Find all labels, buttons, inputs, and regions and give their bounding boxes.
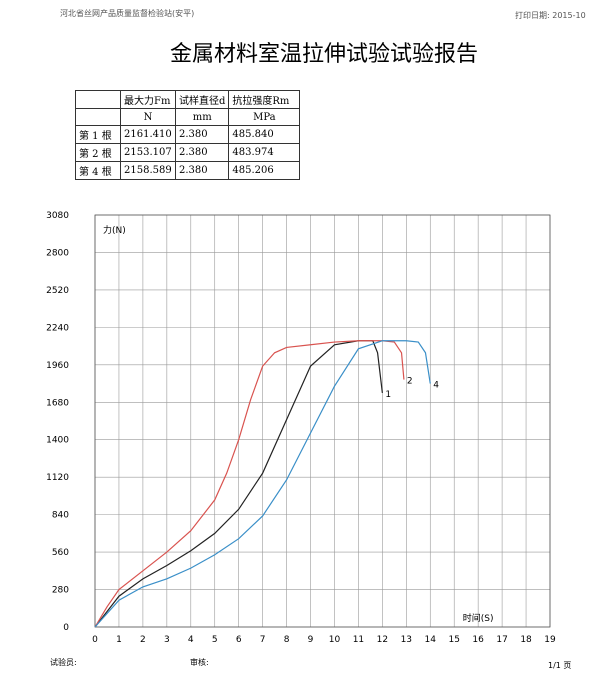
x-tick-label: 16: [472, 635, 484, 645]
y-tick-label: 1120: [46, 473, 69, 483]
title: 金属材料室温拉伸试验试验报告: [170, 42, 479, 67]
table-row: 第 4 根 2158.589 2.380 485.206: [75, 161, 301, 180]
x-tick-label: 2: [140, 635, 146, 645]
table-cell: 第 4 根: [75, 161, 121, 180]
x-tick-label: 19: [544, 635, 556, 645]
x-tick-label: 14: [425, 635, 437, 645]
y-axis-label: 力(N): [103, 224, 126, 236]
y-tick-label: 3080: [46, 211, 69, 221]
page-number: 1/1 页: [548, 661, 572, 670]
x-tick-label: 13: [401, 635, 412, 645]
x-tick-label: 4: [188, 635, 194, 645]
y-tick-label: 280: [52, 586, 69, 596]
x-tick-label: 17: [496, 635, 507, 645]
y-tick-label: 1680: [46, 398, 69, 408]
series-line: [94, 340, 405, 628]
x-tick-label: 0: [92, 635, 98, 645]
x-tick-label: 1: [116, 635, 122, 645]
y-tick-label: 2520: [46, 286, 69, 296]
table-cell: 485.840: [228, 125, 301, 144]
plot-frame: [94, 214, 551, 628]
y-tick-label: 840: [52, 511, 69, 521]
y-tick-label: 2240: [46, 323, 69, 333]
x-tick-label: 15: [448, 635, 459, 645]
x-tick-label: 10: [329, 635, 341, 645]
tester: 试验员:: [50, 658, 77, 667]
series-line: [94, 340, 431, 628]
table-cell: 2.380: [174, 161, 230, 180]
x-tick-label: 12: [377, 635, 388, 645]
x-tick-label: 18: [520, 635, 532, 645]
y-tick-label: 560: [52, 548, 69, 558]
series-label: 2: [407, 377, 413, 387]
y-tick-label: 2800: [46, 248, 69, 258]
org: 河北省丝网产品质量监督检验站(安平): [60, 9, 195, 18]
x-tick-label: 5: [212, 635, 218, 645]
table-cell: 485.206: [228, 161, 301, 180]
x-tick-label: 6: [236, 635, 242, 645]
x-tick-label: 8: [284, 635, 290, 645]
x-tick-label: 7: [260, 635, 266, 645]
y-tick-label: 1400: [46, 436, 69, 446]
x-tick-label: 11: [353, 635, 364, 645]
reviewer: 审核:: [190, 658, 209, 667]
series-label: 4: [433, 381, 439, 391]
series-label: 1: [385, 390, 391, 400]
x-tick-label: 3: [164, 635, 170, 645]
y-tick-label: 1960: [46, 361, 69, 371]
table-row: 最大力Fm 试样直径d 抗拉强度Rm: [75, 90, 301, 109]
x-axis-label: 时间(S): [463, 612, 494, 624]
print-date: 打印日期: 2015-10: [515, 11, 586, 20]
y-tick-label: 0: [63, 623, 69, 633]
x-tick-label: 9: [308, 635, 314, 645]
